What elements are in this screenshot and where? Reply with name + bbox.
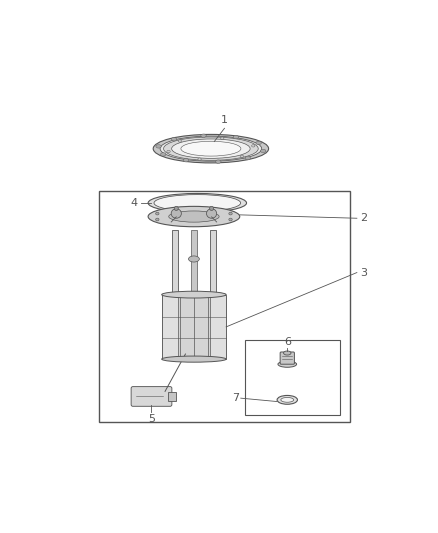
Ellipse shape (155, 212, 159, 215)
Ellipse shape (229, 218, 232, 221)
Text: 2: 2 (360, 213, 367, 223)
Ellipse shape (188, 256, 199, 262)
Ellipse shape (162, 291, 226, 298)
Ellipse shape (160, 136, 261, 161)
Ellipse shape (167, 150, 170, 152)
Ellipse shape (198, 158, 201, 160)
Ellipse shape (256, 141, 261, 144)
Bar (178, 295, 210, 359)
Bar (162, 295, 226, 359)
Bar (172, 230, 178, 305)
Ellipse shape (245, 156, 251, 160)
Ellipse shape (148, 206, 240, 227)
Text: 5: 5 (148, 414, 155, 424)
Text: 1: 1 (221, 115, 228, 125)
Ellipse shape (201, 134, 206, 138)
Ellipse shape (154, 195, 240, 212)
Ellipse shape (153, 134, 268, 163)
Ellipse shape (277, 395, 297, 404)
Ellipse shape (206, 209, 217, 218)
Text: 6: 6 (284, 336, 291, 346)
Ellipse shape (155, 218, 159, 221)
FancyBboxPatch shape (131, 386, 172, 406)
Ellipse shape (233, 135, 239, 139)
Bar (169, 392, 176, 400)
Bar (191, 230, 197, 295)
Ellipse shape (169, 211, 219, 222)
Text: 7: 7 (232, 393, 239, 403)
Bar (99, 191, 350, 422)
Text: 4: 4 (131, 198, 138, 208)
Ellipse shape (215, 160, 221, 163)
Ellipse shape (221, 137, 224, 140)
Text: 3: 3 (360, 268, 367, 278)
Bar (209, 230, 215, 305)
Ellipse shape (181, 141, 241, 156)
Ellipse shape (171, 138, 177, 141)
Ellipse shape (148, 193, 247, 213)
Ellipse shape (261, 149, 266, 152)
Ellipse shape (281, 398, 294, 402)
Ellipse shape (240, 155, 244, 158)
Ellipse shape (162, 356, 226, 362)
Ellipse shape (171, 209, 181, 218)
Ellipse shape (160, 153, 166, 156)
Bar (245, 341, 340, 415)
Ellipse shape (163, 137, 258, 160)
Ellipse shape (183, 158, 189, 162)
Ellipse shape (156, 144, 161, 148)
Ellipse shape (278, 361, 297, 367)
Ellipse shape (178, 140, 182, 142)
Ellipse shape (174, 206, 178, 211)
FancyBboxPatch shape (280, 352, 294, 364)
Ellipse shape (172, 139, 250, 158)
Ellipse shape (283, 351, 291, 355)
Ellipse shape (229, 212, 232, 215)
Ellipse shape (251, 144, 255, 147)
Ellipse shape (209, 206, 214, 211)
